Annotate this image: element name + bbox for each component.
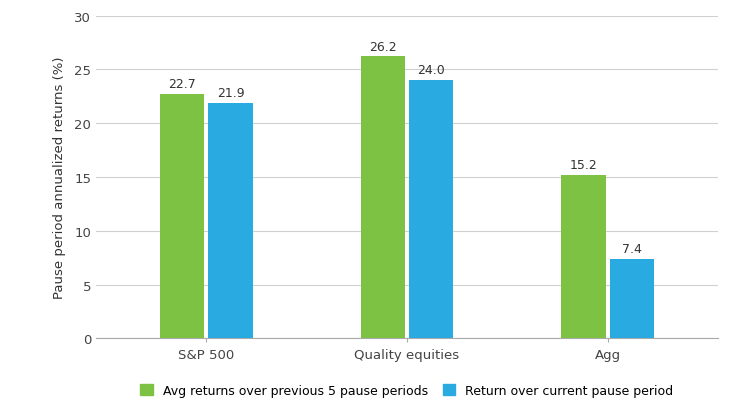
Bar	[161, 95, 204, 339]
Bar	[361, 57, 405, 339]
Text: 7.4: 7.4	[622, 242, 642, 255]
Text: 24.0: 24.0	[417, 64, 445, 77]
Text: 22.7: 22.7	[169, 78, 196, 91]
Text: 26.2: 26.2	[369, 40, 397, 54]
Bar	[610, 259, 653, 339]
Bar	[562, 176, 605, 339]
Y-axis label: Pause period annualized returns (%): Pause period annualized returns (%)	[53, 57, 66, 299]
Legend: Avg returns over previous 5 pause periods, Return over current pause period: Avg returns over previous 5 pause period…	[141, 384, 673, 397]
Bar	[409, 81, 453, 339]
Text: 15.2: 15.2	[570, 159, 597, 172]
Text: 21.9: 21.9	[217, 87, 244, 100]
Bar	[209, 104, 252, 339]
